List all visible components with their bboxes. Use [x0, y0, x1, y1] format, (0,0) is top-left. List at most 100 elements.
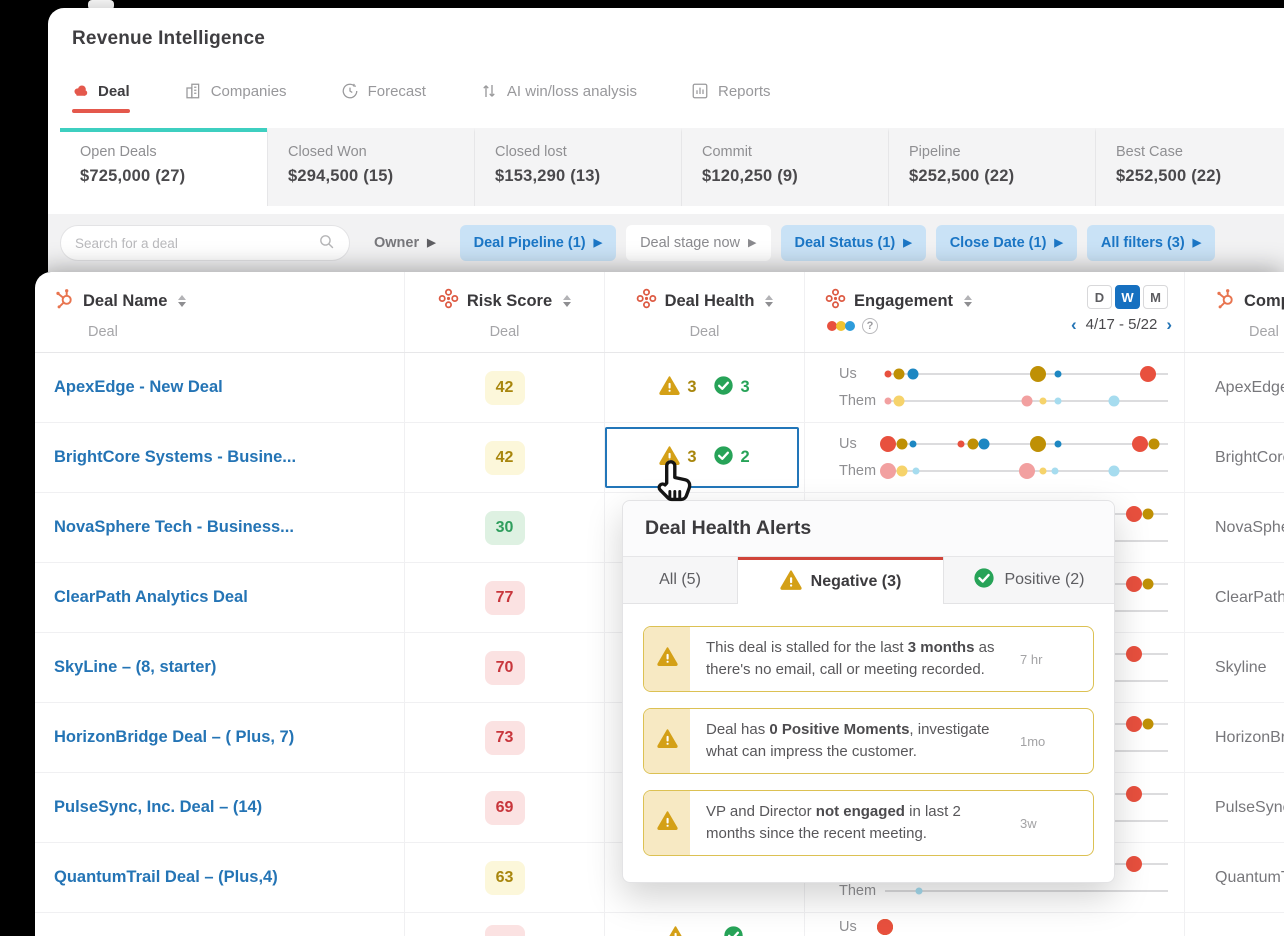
- positive-icon: [723, 925, 744, 936]
- tab-ai-winloss[interactable]: AI win/loss analysis: [480, 82, 637, 100]
- granularity-day[interactable]: D: [1087, 285, 1112, 309]
- summary-card-best-case[interactable]: Best Case $252,500 (22): [1095, 128, 1284, 206]
- risk-score-badge: 73: [484, 720, 525, 755]
- engagement-legend: ?: [827, 318, 878, 334]
- tab-reports[interactable]: Reports: [691, 82, 771, 100]
- hubspot-icon: [54, 288, 75, 314]
- help-icon[interactable]: ?: [862, 318, 878, 334]
- granularity-toggle: D W M: [1087, 285, 1168, 309]
- risk-score-badge: 63: [484, 860, 525, 895]
- risk-score-badge: [484, 925, 525, 936]
- card-label: Closed Won: [288, 144, 367, 160]
- deal-name-link[interactable]: QuantumTrail Deal – (Plus,4): [54, 868, 278, 886]
- summary-card-closed-won[interactable]: Closed Won $294,500 (15): [267, 128, 474, 206]
- positive-icon: [712, 374, 734, 401]
- deal-name-link[interactable]: ApexEdge - New Deal: [54, 378, 223, 396]
- tab-companies[interactable]: Companies: [184, 82, 287, 100]
- sort-icon[interactable]: [765, 295, 774, 307]
- filter-deal-stage[interactable]: Deal stage now ▶: [626, 225, 771, 261]
- filter-owner[interactable]: Owner ▶: [374, 235, 436, 251]
- table-row: BrightCore Systems - Busine... 42 3 2 Us…: [35, 423, 1284, 493]
- column-subtitle: Deal: [88, 324, 118, 340]
- card-value: $252,500 (22): [1116, 167, 1222, 185]
- card-value: $120,250 (9): [702, 167, 798, 185]
- deal-health-cell-selected[interactable]: 3 2: [605, 423, 805, 492]
- risk-score-badge: 70: [484, 650, 525, 685]
- alert-card[interactable]: Deal has 0 Positive Moments, investigate…: [643, 708, 1094, 774]
- chevron-left-icon[interactable]: ‹: [1070, 315, 1077, 334]
- deal-name-link[interactable]: SkyLine – (8, starter): [54, 658, 217, 676]
- alert-card[interactable]: This deal is stalled for the last 3 mont…: [643, 626, 1094, 692]
- warning-icon: [659, 445, 680, 471]
- legend-blue-dot: [845, 321, 855, 331]
- table-row: Us: [35, 913, 1284, 936]
- bar-chart-icon: [691, 82, 709, 100]
- card-value: $725,000 (27): [80, 167, 186, 185]
- engagement-track-them: [885, 879, 1168, 903]
- hubspot-icon: [1215, 288, 1236, 314]
- card-label: Best Case: [1116, 144, 1183, 160]
- warning-icon: [656, 646, 678, 672]
- popup-tab-negative[interactable]: Negative (3): [738, 557, 943, 604]
- risk-score-badge: 42: [484, 370, 525, 405]
- engagement-cell[interactable]: Us: [805, 913, 1185, 936]
- granularity-week[interactable]: W: [1115, 285, 1140, 309]
- tab-forecast[interactable]: Forecast: [341, 82, 426, 100]
- column-header-deal-name[interactable]: Deal Name Deal: [35, 272, 405, 352]
- deal-name-link[interactable]: ClearPath Analytics Deal: [54, 588, 248, 606]
- popup-tab-all[interactable]: All (5): [623, 557, 738, 604]
- sort-icon[interactable]: [964, 295, 973, 307]
- caret-icon: ▶: [1192, 236, 1202, 249]
- summary-card-commit[interactable]: Commit $120,250 (9): [681, 128, 888, 206]
- risk-score-badge: 77: [484, 580, 525, 615]
- column-header-deal-health[interactable]: Deal Health Deal: [605, 272, 805, 352]
- alert-timestamp: 1mo: [1020, 733, 1046, 749]
- forecast-clock-icon: [341, 82, 359, 100]
- company-cell: HorizonBridge: [1215, 728, 1284, 746]
- column-header-risk-score[interactable]: Risk Score Deal: [405, 272, 605, 352]
- column-header-company[interactable]: Company Deal: [1185, 272, 1284, 352]
- alert-strip: [644, 627, 690, 691]
- search-input[interactable]: Search for a deal: [60, 225, 350, 261]
- chevron-right-icon[interactable]: ›: [1166, 315, 1172, 334]
- filter-deal-pipeline[interactable]: Deal Pipeline (1) ▶: [459, 225, 617, 261]
- sort-icon[interactable]: [563, 295, 572, 307]
- warning-icon: [656, 728, 678, 754]
- tab-label: Reports: [717, 82, 771, 100]
- summary-card-open-deals[interactable]: Open Deals $725,000 (27): [60, 128, 267, 206]
- gong-deal-icon: [72, 83, 89, 100]
- engagement-cell[interactable]: Us Them: [805, 353, 1185, 422]
- card-value: $252,500 (22): [909, 167, 1015, 185]
- gong-clover-icon: [636, 288, 657, 314]
- summary-card-pipeline[interactable]: Pipeline $252,500 (22): [888, 128, 1095, 206]
- filter-close-date[interactable]: Close Date (1) ▶: [935, 225, 1077, 261]
- engagement-track-us: [884, 362, 1168, 386]
- tab-deal[interactable]: Deal: [72, 83, 130, 113]
- deal-name-link[interactable]: PulseSync, Inc. Deal – (14): [54, 798, 263, 816]
- summary-card-closed-lost[interactable]: Closed lost $153,290 (13): [474, 128, 681, 206]
- filter-all-filters[interactable]: All filters (3) ▶: [1086, 225, 1216, 261]
- alert-card[interactable]: VP and Director not engaged in last 2 mo…: [643, 790, 1094, 856]
- deal-name-link[interactable]: HorizonBridge Deal – ( Plus, 7): [54, 728, 295, 746]
- search-placeholder: Search for a deal: [75, 235, 178, 251]
- engagement-track-them: [884, 389, 1168, 413]
- deal-name-link[interactable]: BrightCore Systems - Busine...: [54, 448, 297, 466]
- deal-health-cell[interactable]: 3 3: [605, 353, 805, 422]
- caret-icon: ▶: [593, 236, 603, 249]
- warning-icon: [665, 925, 686, 936]
- company-cell: NovaSphere: [1215, 518, 1284, 536]
- sort-icon[interactable]: [178, 295, 187, 307]
- company-cell: [1185, 913, 1284, 936]
- popup-tab-positive[interactable]: Positive (2): [943, 557, 1114, 604]
- caret-icon: ▶: [748, 236, 757, 249]
- popup-title: Deal Health Alerts: [623, 501, 1114, 557]
- granularity-month[interactable]: M: [1143, 285, 1168, 309]
- deal-name-link[interactable]: NovaSphere Tech - Business...: [54, 518, 294, 536]
- company-cell: QuantumTrail: [1215, 868, 1284, 886]
- main-nav: Deal Companies Forecast AI win/loss anal…: [72, 82, 771, 113]
- filter-deal-status[interactable]: Deal Status (1) ▶: [780, 225, 926, 261]
- positive-icon: [712, 444, 734, 471]
- engagement-cell[interactable]: Us Them: [805, 423, 1185, 492]
- deal-health-cell[interactable]: [605, 913, 805, 936]
- warning-icon: [656, 810, 678, 836]
